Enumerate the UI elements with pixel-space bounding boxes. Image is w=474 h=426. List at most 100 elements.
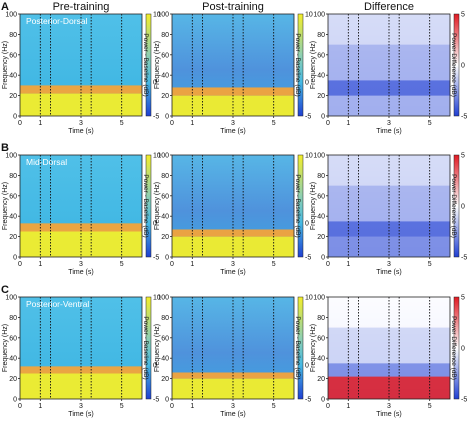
colorbar-tick-label: 0 bbox=[461, 63, 465, 70]
y-tick-label: 80 bbox=[161, 173, 169, 180]
colorbar-tick-label: 5 bbox=[461, 153, 465, 160]
region-label: Posterior-Dorsal bbox=[26, 16, 88, 26]
x-tick-label: 1 bbox=[190, 403, 194, 410]
y-tick-label: 60 bbox=[9, 52, 17, 59]
y-tick-label: 80 bbox=[9, 315, 17, 322]
y-tick-label: 20 bbox=[317, 376, 325, 383]
y-tick-label: 0 bbox=[165, 255, 169, 262]
y-tick-label: 40 bbox=[161, 214, 169, 221]
x-axis-label: Time (s) bbox=[220, 269, 245, 276]
y-tick-label: 0 bbox=[321, 255, 325, 262]
x-tick-label: 3 bbox=[387, 261, 391, 268]
y-axis-label: Frequency (Hz) bbox=[2, 324, 9, 372]
colorbar-tick-label: 0 bbox=[153, 221, 157, 228]
y-tick-label: 100 bbox=[5, 153, 17, 160]
x-tick-label: 5 bbox=[428, 120, 432, 127]
column-title: Pre-training bbox=[53, 1, 110, 13]
y-tick-label: 60 bbox=[9, 335, 17, 342]
x-tick-label: 3 bbox=[387, 403, 391, 410]
y-tick-label: 0 bbox=[13, 255, 17, 262]
colorbar bbox=[453, 154, 460, 258]
y-tick-label: 100 bbox=[5, 12, 17, 19]
y-axis-label: Frequency (Hz) bbox=[2, 41, 9, 89]
colorbar bbox=[145, 296, 152, 400]
y-tick-label: 20 bbox=[9, 376, 17, 383]
colorbar-label: Power - Baseline (dB) bbox=[294, 316, 301, 379]
colorbar bbox=[453, 296, 460, 400]
x-tick-label: 0 bbox=[18, 261, 22, 268]
x-tick-label: 0 bbox=[18, 403, 22, 410]
y-tick-label: 20 bbox=[317, 234, 325, 241]
colorbar-tick-label: -5 bbox=[461, 114, 467, 121]
colorbar-tick-label: -5 bbox=[153, 397, 159, 404]
y-tick-label: 80 bbox=[317, 173, 325, 180]
x-tick-label: 3 bbox=[231, 261, 235, 268]
colorbar-tick-label: 0 bbox=[461, 204, 465, 211]
colorbar-tick-label: -5 bbox=[461, 255, 467, 262]
x-tick-label: 5 bbox=[120, 403, 124, 410]
y-tick-label: 100 bbox=[157, 295, 169, 302]
colorbar-label: Power - Baseline (dB) bbox=[294, 174, 301, 237]
x-tick-label: 1 bbox=[346, 120, 350, 127]
heatmap-band bbox=[20, 373, 142, 399]
x-axis-label: Time (s) bbox=[68, 128, 93, 135]
column-title: Difference bbox=[364, 1, 414, 13]
colorbar-tick-label: 0 bbox=[305, 221, 309, 228]
colorbar-tick-label: -5 bbox=[461, 397, 467, 404]
x-tick-label: 0 bbox=[18, 120, 22, 127]
region-label: Posterior-Ventral bbox=[26, 299, 89, 309]
x-tick-label: 3 bbox=[79, 120, 83, 127]
x-tick-label: 5 bbox=[428, 261, 432, 268]
x-axis-label: Time (s) bbox=[68, 411, 93, 418]
y-tick-label: 80 bbox=[317, 32, 325, 39]
colorbar-tick-label: 0 bbox=[153, 363, 157, 370]
x-axis-label: Time (s) bbox=[68, 269, 93, 276]
x-axis-label: Time (s) bbox=[376, 411, 401, 418]
y-tick-label: 0 bbox=[165, 114, 169, 121]
colorbar-label: Power - Baseline (dB) bbox=[142, 33, 149, 96]
colorbar-tick-label: 10 bbox=[153, 153, 161, 160]
y-tick-label: 80 bbox=[161, 315, 169, 322]
colorbar-label: Power - Baseline (dB) bbox=[142, 316, 149, 379]
x-tick-label: 5 bbox=[428, 403, 432, 410]
y-axis-label: Frequency (Hz) bbox=[154, 182, 161, 230]
y-tick-label: 40 bbox=[317, 73, 325, 80]
y-tick-label: 100 bbox=[313, 295, 325, 302]
colorbar-label: Power - Baseline (dB) bbox=[142, 174, 149, 237]
y-tick-label: 20 bbox=[161, 234, 169, 241]
y-axis-label: Frequency (Hz) bbox=[154, 41, 161, 89]
y-tick-label: 40 bbox=[317, 214, 325, 221]
colorbar-tick-label: 5 bbox=[461, 295, 465, 302]
x-tick-label: 0 bbox=[170, 120, 174, 127]
x-tick-label: 1 bbox=[190, 120, 194, 127]
x-tick-label: 1 bbox=[346, 261, 350, 268]
colorbar bbox=[145, 154, 152, 258]
y-tick-label: 20 bbox=[317, 93, 325, 100]
row-letter: B bbox=[1, 142, 9, 154]
colorbar-tick-label: -5 bbox=[153, 255, 159, 262]
y-tick-label: 60 bbox=[161, 193, 169, 200]
colorbar-tick-label: -5 bbox=[305, 255, 311, 262]
y-tick-label: 40 bbox=[161, 73, 169, 80]
x-tick-label: 3 bbox=[79, 403, 83, 410]
colorbar-tick-label: 0 bbox=[305, 363, 309, 370]
y-tick-label: 100 bbox=[313, 12, 325, 19]
y-tick-label: 20 bbox=[161, 93, 169, 100]
x-tick-label: 3 bbox=[231, 120, 235, 127]
colorbar-tick-label: -5 bbox=[305, 114, 311, 121]
colorbar-tick-label: 10 bbox=[153, 295, 161, 302]
y-tick-label: 40 bbox=[317, 356, 325, 363]
row-letter: C bbox=[1, 284, 9, 296]
x-tick-label: 1 bbox=[190, 261, 194, 268]
colorbar-label: Power - Baseline (dB) bbox=[294, 33, 301, 96]
colorbar bbox=[297, 296, 304, 400]
heatmap-panel: 0 20 40 60 80 100 Frequency (Hz) 0 1 3 5 Time (s) 5 0… bbox=[310, 153, 467, 277]
y-tick-label: 100 bbox=[157, 12, 169, 19]
x-tick-label: 1 bbox=[38, 403, 42, 410]
x-tick-label: 0 bbox=[326, 261, 330, 268]
